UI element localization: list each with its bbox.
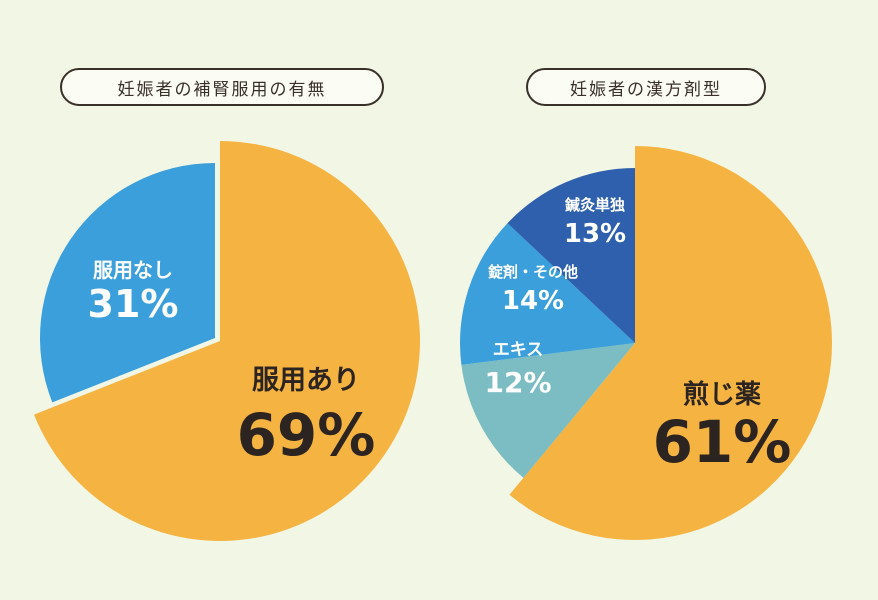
slice-value-1-2: 14% bbox=[502, 286, 564, 316]
slice-label-1-2: 錠剤・その他 bbox=[488, 263, 578, 281]
slice-label-1-0: 煎じ薬 bbox=[683, 379, 761, 410]
slice-label-1-3: 鍼灸単独 bbox=[565, 196, 625, 214]
pie-slice-1-1 bbox=[461, 343, 635, 478]
slice-value-1-0: 61% bbox=[653, 408, 792, 476]
pie-slice-1-0 bbox=[509, 146, 832, 540]
slice-label-0-1: 服用なし bbox=[93, 258, 173, 282]
slice-value-1-1: 12% bbox=[484, 366, 551, 399]
right-chart-title: 妊娠者の漢方剤型 bbox=[526, 68, 766, 106]
slice-value-1-3: 13% bbox=[564, 219, 626, 249]
pie-slice-1-3 bbox=[507, 168, 635, 343]
pie-slice-0-1 bbox=[40, 163, 216, 403]
slice-label-1-1: エキス bbox=[493, 340, 544, 360]
pie-slice-1-2 bbox=[459, 223, 635, 365]
slice-value-0-0: 69% bbox=[237, 401, 376, 469]
left-chart-title: 妊娠者の補腎服用の有無 bbox=[60, 68, 384, 106]
slice-value-0-1: 31% bbox=[88, 282, 179, 326]
pie-slice-0-0 bbox=[34, 141, 420, 541]
slice-label-0-0: 服用あり bbox=[252, 365, 360, 396]
